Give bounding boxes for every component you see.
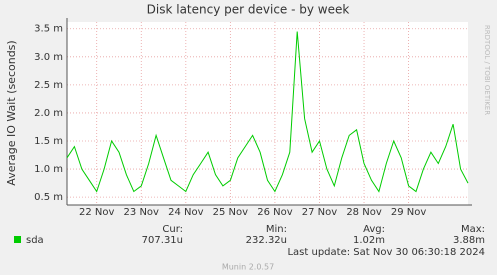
plot-area bbox=[67, 22, 468, 205]
y-tick-label: 1.5 m bbox=[34, 136, 63, 147]
y-tick-label: 1.0 m bbox=[34, 164, 63, 175]
stat-header: Cur: bbox=[162, 224, 183, 235]
data-line bbox=[66, 31, 469, 193]
y-tick-label: 3.0 m bbox=[34, 52, 63, 63]
y-tick-label: 0.5 m bbox=[34, 192, 63, 203]
stat-value: 1.02m bbox=[353, 235, 385, 246]
stat-header: Avg: bbox=[363, 224, 385, 235]
stat-value: 232.32u bbox=[246, 235, 287, 246]
side-label: RRDTOOL / TOBI OETIKER bbox=[483, 25, 491, 115]
x-tick-label: 28 Nov bbox=[346, 207, 382, 218]
stat-value: 707.31u bbox=[142, 235, 183, 246]
y-tick-label: 2.5 m bbox=[34, 80, 63, 91]
x-tick-label: 27 Nov bbox=[302, 207, 338, 218]
stat-value: 3.88m bbox=[453, 235, 485, 246]
stat-header: Max: bbox=[461, 224, 485, 235]
x-tick-label: 25 Nov bbox=[213, 207, 249, 218]
x-tick-label: 24 Nov bbox=[168, 207, 204, 218]
chart-title: Disk latency per device - by week bbox=[147, 3, 350, 17]
x-tick-label: 23 Nov bbox=[124, 207, 160, 218]
y-axis-label: Average IO Wait (seconds) bbox=[5, 40, 18, 185]
legend-swatch bbox=[14, 236, 21, 243]
stat-header: Min: bbox=[266, 224, 287, 235]
y-tick-label: 3.5 m bbox=[34, 24, 63, 35]
footer: Munin 2.0.57 bbox=[222, 263, 274, 272]
legend-label: sda bbox=[26, 235, 44, 246]
last-update: Last update: Sat Nov 30 06:30:18 2024 bbox=[287, 247, 485, 258]
y-tick-label: 2.0 m bbox=[34, 108, 63, 119]
x-tick-label: 26 Nov bbox=[257, 207, 293, 218]
x-tick-label: 22 Nov bbox=[79, 207, 115, 218]
x-tick-label: 29 Nov bbox=[391, 207, 427, 218]
